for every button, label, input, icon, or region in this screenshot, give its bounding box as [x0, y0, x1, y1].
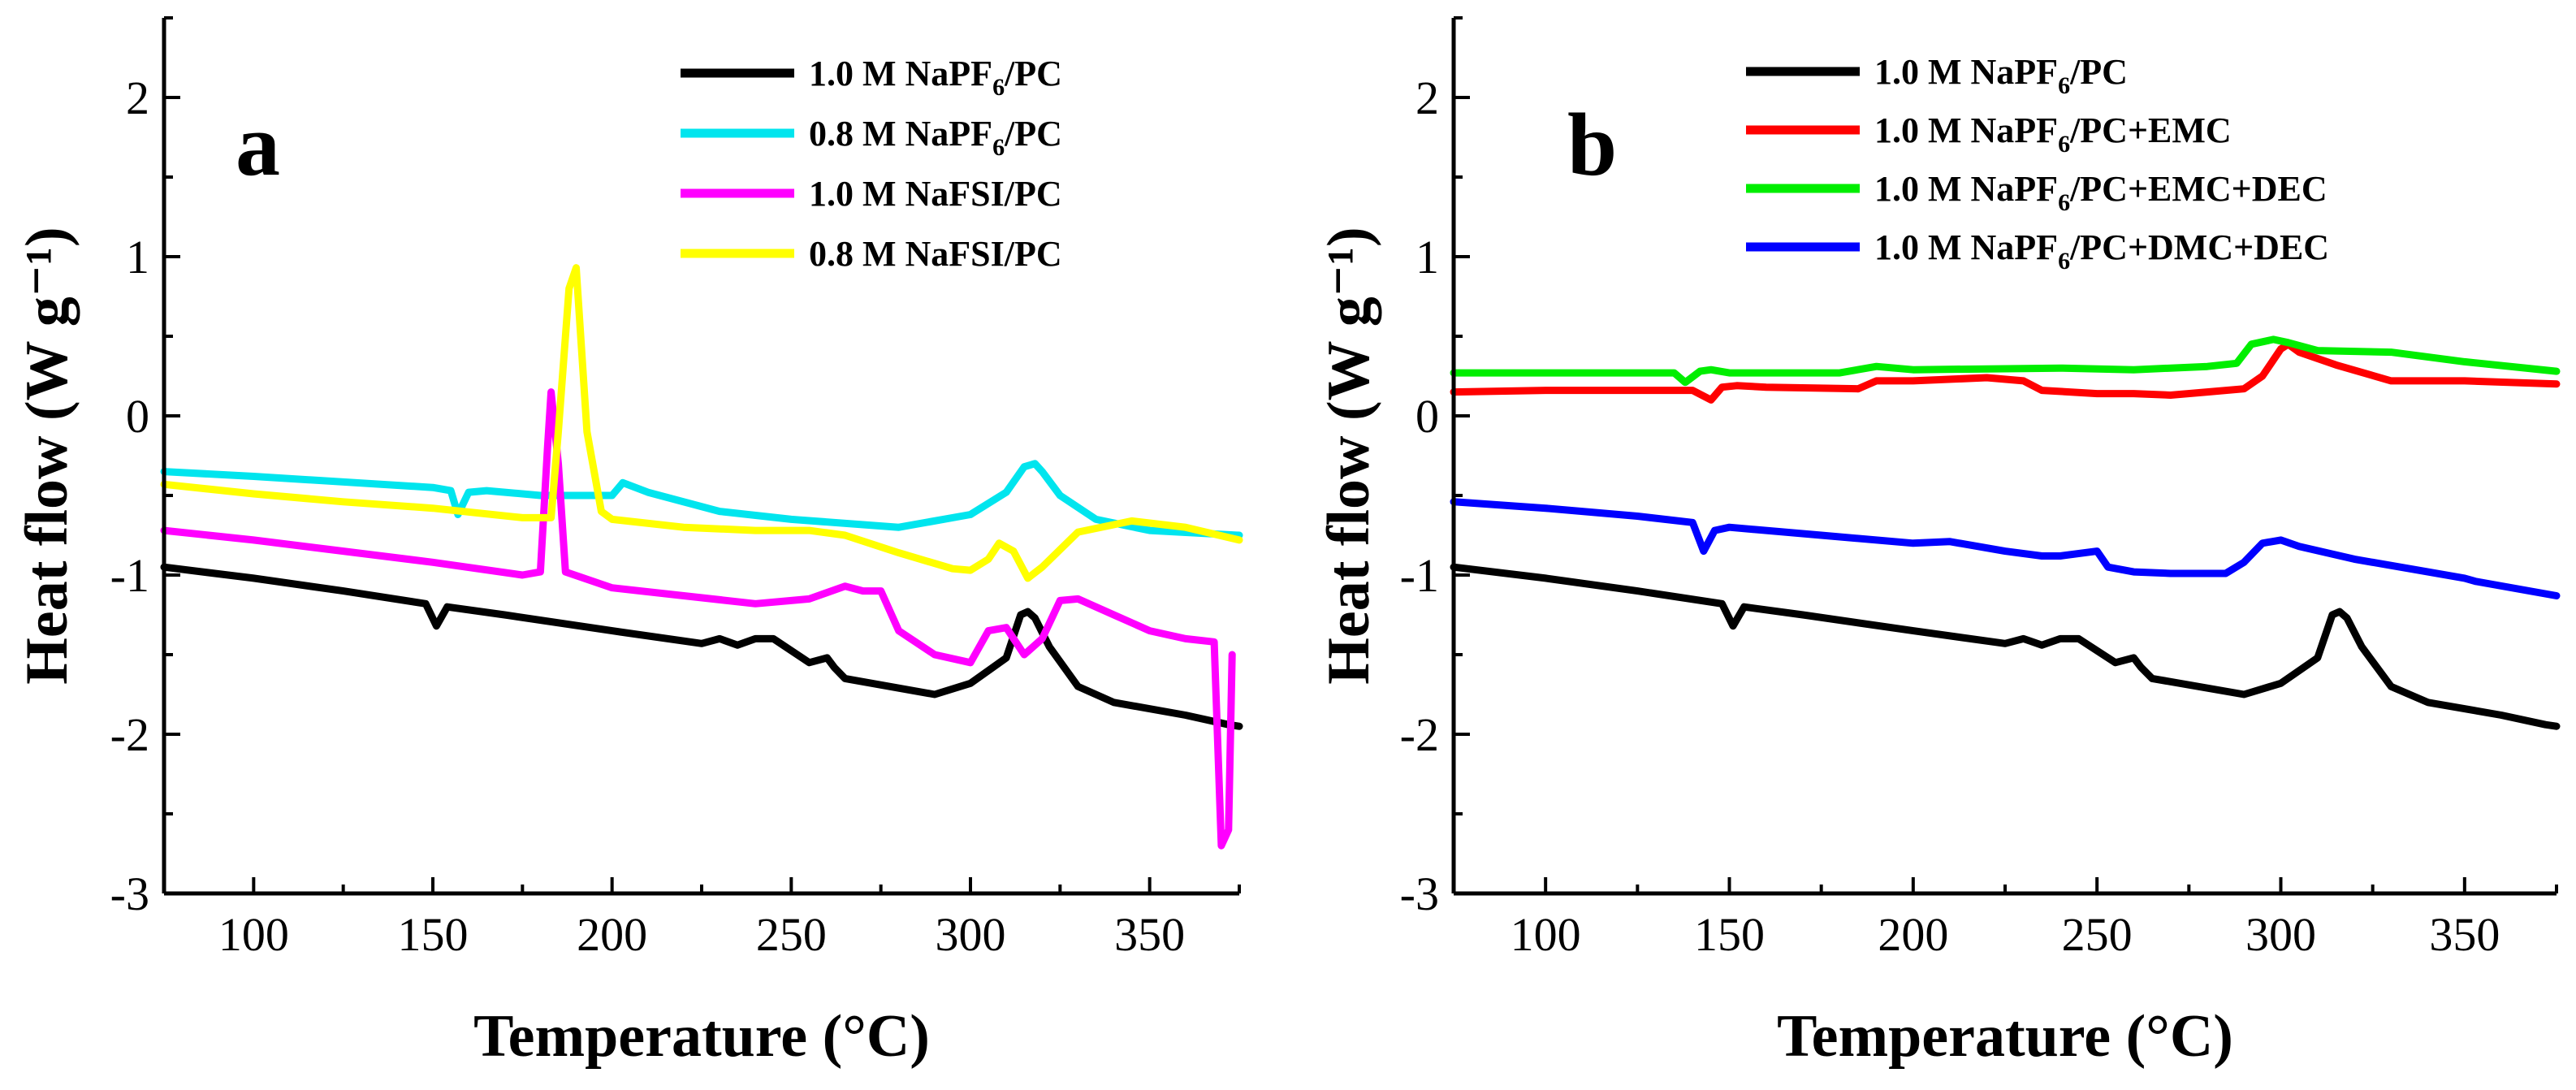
series-line-b-2 — [1450, 335, 2561, 387]
x-tick-label: 250 — [756, 908, 827, 961]
x-tick-label: 100 — [218, 908, 289, 961]
legend-entry-suffix: /PC — [2069, 52, 2128, 92]
series-line-a-3 — [160, 264, 1243, 582]
y-axis-title: Heat flow (W g⁻¹) — [14, 227, 80, 684]
legend-entry-main: 1.0 M NaFSI/PC — [809, 174, 1062, 214]
legend-entry-subscript: 6 — [2058, 248, 2070, 275]
legend-entry-suffix: /PC — [1004, 114, 1062, 154]
legend-entry: 0.8 M NaFSI/PC — [809, 234, 1062, 274]
y-tick-label: 0 — [1416, 390, 1439, 443]
legend-entry: 1.0 M NaFSI/PC — [809, 174, 1062, 214]
y-tick-label: -3 — [1400, 867, 1439, 920]
legend-entry-suffix: /PC — [1004, 54, 1062, 93]
y-tick-label: -3 — [110, 867, 149, 920]
x-tick-label: 350 — [1114, 908, 1185, 961]
y-tick-label: -1 — [110, 549, 149, 602]
legend: 1.0 M NaPF6/PC0.8 M NaPF6/PC1.0 M NaFSI/… — [681, 54, 1062, 274]
x-tick-label: 350 — [2429, 908, 2500, 961]
legend-entry-subscript: 6 — [2058, 72, 2070, 99]
series-line-b-0 — [1450, 563, 2561, 730]
legend-entry-main: 1.0 M NaPF — [1874, 110, 2058, 150]
x-tick-label: 250 — [2062, 908, 2133, 961]
x-tick-label: 200 — [1878, 908, 1948, 961]
series-line-b-1 — [1450, 340, 2561, 404]
x-tick-label: 150 — [1694, 908, 1765, 961]
y-tick-label: -2 — [110, 708, 149, 761]
legend-entry-subscript: 6 — [2058, 131, 2070, 158]
legend-entry-main: 1.0 M NaPF — [809, 54, 992, 93]
legend-entry-main: 1.0 M NaPF — [1874, 52, 2058, 92]
series-line-a-2 — [160, 388, 1236, 850]
legend-entry-main: 0.8 M NaPF — [809, 114, 992, 154]
legend-entry-subscript: 6 — [992, 74, 1005, 101]
y-tick-label: 1 — [1416, 231, 1439, 283]
legend-entry: 1.0 M NaPF6/PC+EMC — [1874, 110, 2232, 158]
y-tick-label: -1 — [1400, 549, 1439, 602]
legend-entry-suffix: /PC+EMC — [2069, 110, 2232, 150]
legend-entry: 1.0 M NaPF6/PC+EMC+DEC — [1874, 169, 2327, 216]
legend-entry-suffix: /PC+EMC+DEC — [2069, 169, 2327, 209]
y-tick-label: 2 — [1416, 71, 1439, 124]
x-tick-label: 200 — [577, 908, 647, 961]
x-tick-label: 100 — [1511, 908, 1581, 961]
legend-entry-main: 1.0 M NaPF — [1874, 227, 2058, 267]
x-axis-title: Temperature (°C) — [473, 1003, 930, 1070]
x-tick-label: 150 — [398, 908, 469, 961]
x-tick-label: 300 — [2245, 908, 2316, 961]
x-tick-label: 300 — [936, 908, 1006, 961]
y-tick-label: 0 — [126, 390, 149, 443]
legend-entry-subscript: 6 — [992, 134, 1005, 161]
legend-entry: 0.8 M NaPF6/PC — [809, 114, 1062, 161]
y-tick-label: -2 — [1400, 708, 1439, 761]
y-axis-title: Heat flow (W g⁻¹) — [1316, 227, 1382, 684]
y-tick-label: 2 — [126, 71, 149, 124]
legend-entry-main: 0.8 M NaFSI/PC — [809, 234, 1062, 274]
panel-label: a — [236, 95, 280, 194]
x-axis-title: Temperature (°C) — [1777, 1003, 2233, 1070]
legend-entry: 1.0 M NaPF6/PC — [1874, 52, 2128, 99]
panel-b: 100 150 200 250 300 350 -3 -2 -1 0 1 2 Temperature (… — [1316, 16, 2561, 1070]
legend-entry-main: 1.0 M NaPF — [1874, 169, 2058, 209]
y-tick-label: 1 — [126, 231, 149, 283]
series-line-a-1 — [160, 460, 1243, 539]
panel-a: 100 150 200 250 300 350 -3 -2 -1 0 1 2 Temperature (… — [14, 16, 1243, 1070]
legend-entry: 1.0 M NaPF6/PC+DMC+DEC — [1874, 227, 2329, 275]
legend-entry-subscript: 6 — [2058, 189, 2070, 216]
series-line-a-0 — [160, 563, 1243, 730]
series-line-b-3 — [1450, 498, 2561, 599]
legend-entry: 1.0 M NaPF6/PC — [809, 54, 1062, 101]
panel-label: b — [1567, 95, 1617, 194]
legend-entry-suffix: /PC+DMC+DEC — [2069, 227, 2329, 267]
